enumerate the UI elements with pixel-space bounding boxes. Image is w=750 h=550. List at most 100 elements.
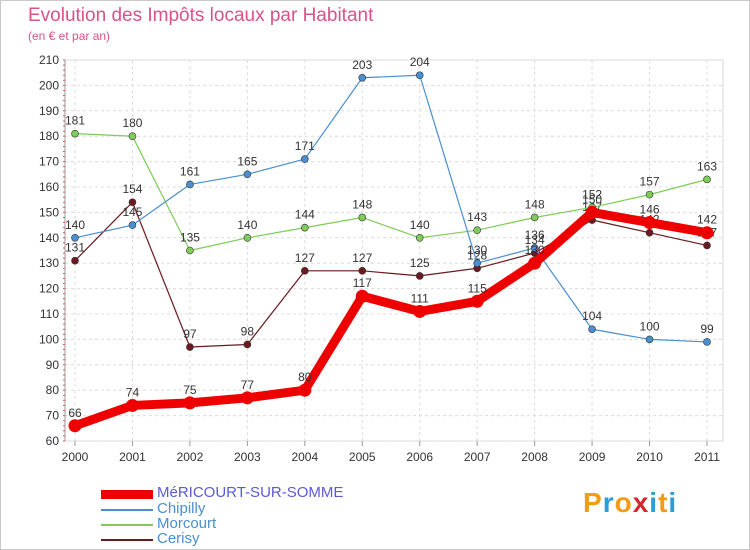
series-group: 1311549798127127125128134147142137181180…: [65, 55, 717, 433]
x-tick-label: 2011: [694, 450, 720, 464]
point-cerisy: [703, 241, 711, 250]
point-chipilly: [530, 244, 539, 252]
y-tick-label: 60: [46, 434, 60, 448]
point-cerisy: [71, 256, 79, 265]
legend-swatch-cerisy: [101, 539, 153, 541]
x-tick-label: 2002: [177, 450, 204, 464]
point-chipilly: [473, 259, 481, 268]
point-m-ricourt-sur-somme: [183, 396, 197, 410]
y-tick-label: 110: [40, 307, 59, 321]
series-line-morcourt: [74, 133, 708, 252]
y-tick-label: 100: [39, 332, 59, 346]
x-tick-label: 2010: [636, 450, 663, 464]
point-m-ricourt-sur-somme: [470, 294, 484, 308]
data-label-chipilly: 165: [237, 154, 257, 168]
y-tick-label: 170: [39, 155, 59, 169]
point-cerisy: [186, 343, 194, 351]
point-morcourt: [415, 234, 424, 242]
data-label-morcourt: 143: [467, 210, 487, 224]
y-tick-label: 150: [39, 205, 59, 219]
axes: 60 70 80 90 100 110 120 130 140 150 160 170 180 190 20…: [39, 53, 720, 464]
series-line-chipilly: [74, 74, 708, 343]
data-label-m-ricourt-sur-somme: 74: [126, 385, 140, 399]
data-label-m-ricourt-sur-somme: 142: [697, 213, 717, 227]
data-label-cerisy: 134: [525, 233, 545, 247]
point-morcourt: [243, 234, 252, 242]
point-chipilly: [71, 234, 79, 242]
logo-letter: r: [602, 487, 615, 518]
data-label-m-ricourt-sur-somme: 111: [411, 291, 430, 305]
point-m-ricourt-sur-somme: [700, 226, 714, 240]
legend-label-morcourt: Morcourt: [157, 515, 217, 532]
data-label-morcourt: 180: [122, 116, 142, 130]
point-chipilly: [703, 338, 711, 346]
legend-swatch-morcourt: [101, 524, 153, 526]
data-label-morcourt: 140: [237, 218, 257, 232]
point-m-ricourt-sur-somme: [298, 383, 312, 397]
point-m-ricourt-sur-somme: [355, 289, 369, 303]
data-label-chipilly: 104: [582, 309, 602, 323]
data-label-chipilly: 140: [65, 218, 85, 232]
x-tick-label: 2005: [349, 450, 376, 464]
data-label-morcourt: 181: [65, 114, 85, 128]
point-morcourt: [473, 226, 481, 234]
data-label-cerisy: 98: [241, 324, 255, 338]
chart-subtitle: (en € et par an): [28, 29, 111, 43]
x-tick-label: 2007: [464, 450, 491, 464]
x-tick-label: 2003: [234, 450, 261, 464]
data-label-chipilly: 136: [525, 228, 545, 242]
legend-label-cerisy: Cerisy: [157, 530, 200, 547]
x-tick-label: 2001: [119, 450, 146, 464]
x-tick-label: 2006: [406, 450, 433, 464]
point-morcourt: [128, 132, 137, 140]
point-m-ricourt-sur-somme: [413, 304, 427, 318]
data-label-morcourt: 144: [295, 208, 315, 222]
data-label-m-ricourt-sur-somme: 130: [525, 243, 545, 257]
data-label-cerisy: 131: [65, 241, 85, 255]
x-tick-label: 2004: [291, 450, 318, 464]
point-morcourt: [703, 175, 711, 184]
point-chipilly: [186, 180, 194, 189]
data-label-m-ricourt-sur-somme: 115: [468, 281, 487, 295]
data-label-cerisy: 127: [352, 251, 372, 265]
point-m-ricourt-sur-somme: [68, 419, 82, 433]
logo-letter: i: [668, 487, 678, 518]
series-line-m-ricourt-sur-somme: [70, 207, 712, 431]
data-label-chipilly: 203: [352, 58, 372, 72]
data-label-cerisy: 128: [467, 248, 487, 262]
data-label-m-ricourt-sur-somme: 80: [298, 370, 312, 384]
point-m-ricourt-sur-somme: [240, 391, 254, 405]
data-label-chipilly: 130: [467, 243, 487, 257]
point-chipilly: [243, 170, 252, 179]
point-chipilly: [128, 221, 137, 229]
data-label-m-ricourt-sur-somme: 77: [241, 378, 255, 392]
data-label-chipilly: 161: [180, 164, 200, 178]
data-label-morcourt: 140: [410, 218, 430, 232]
point-chipilly: [588, 325, 596, 334]
y-tick-label: 130: [39, 256, 59, 270]
proxiti-logo: Proxiti: [583, 487, 677, 519]
legend-swatch-chipilly: [101, 509, 153, 511]
y-tick-label: 70: [46, 409, 60, 423]
y-tick-label: 190: [39, 104, 59, 118]
point-m-ricourt-sur-somme: [125, 398, 139, 412]
point-morcourt: [71, 129, 79, 138]
y-tick-label: 210: [39, 53, 59, 67]
data-label-m-ricourt-sur-somme: 146: [640, 203, 660, 217]
data-label-morcourt: 152: [582, 187, 602, 201]
y-tick-label: 80: [46, 383, 60, 397]
point-cerisy: [301, 267, 309, 275]
data-label-cerisy: 125: [410, 256, 430, 270]
series-line-cerisy: [74, 201, 708, 348]
data-label-m-ricourt-sur-somme: 150: [582, 192, 602, 206]
point-chipilly: [645, 335, 654, 344]
data-label-cerisy: 154: [122, 182, 142, 196]
y-tick-label: 120: [39, 282, 59, 296]
point-morcourt: [186, 246, 194, 255]
data-label-chipilly: 100: [640, 319, 660, 333]
chart-title: Evolution des Impôts locaux par Habitant: [28, 5, 374, 26]
legend-label-chipilly: Chipilly: [157, 500, 206, 517]
point-morcourt: [530, 213, 539, 222]
